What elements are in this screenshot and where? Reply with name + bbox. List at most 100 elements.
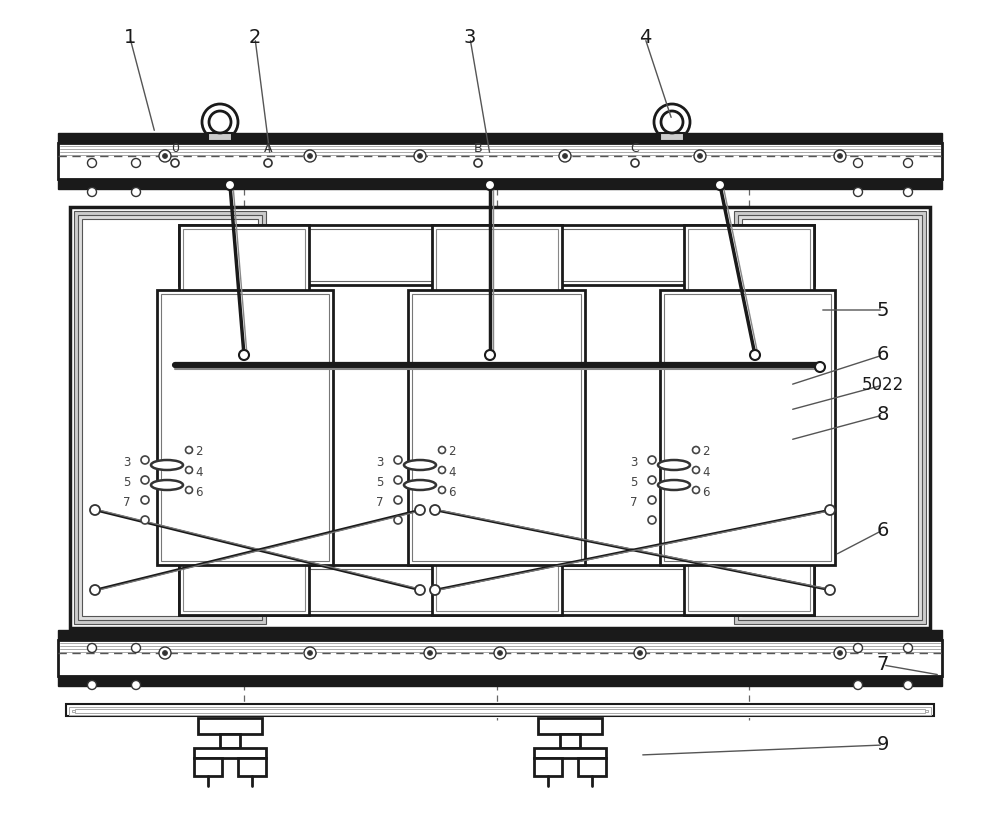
Bar — [179, 225, 814, 285]
Bar — [688, 229, 810, 611]
Circle shape — [141, 496, 149, 504]
Bar — [58, 630, 942, 640]
Bar — [58, 640, 942, 676]
Bar — [183, 229, 810, 281]
Circle shape — [88, 188, 96, 196]
Bar — [72, 710, 928, 712]
Circle shape — [159, 150, 171, 162]
Text: 7: 7 — [877, 655, 889, 675]
Text: B: B — [474, 142, 482, 154]
Circle shape — [209, 111, 231, 133]
Ellipse shape — [151, 480, 183, 490]
Text: 0: 0 — [171, 142, 179, 154]
Circle shape — [90, 505, 100, 515]
Bar — [660, 290, 835, 565]
Text: 6: 6 — [195, 485, 203, 499]
Bar — [194, 758, 222, 776]
Bar — [161, 294, 329, 561]
Bar — [734, 211, 926, 624]
Text: 8: 8 — [877, 406, 889, 425]
Circle shape — [648, 496, 656, 504]
Circle shape — [648, 476, 656, 484]
Circle shape — [638, 650, 642, 655]
Circle shape — [750, 350, 760, 360]
Bar — [66, 704, 934, 716]
Circle shape — [498, 650, 503, 655]
Text: 5: 5 — [630, 475, 638, 489]
Circle shape — [186, 487, 192, 494]
Text: 5: 5 — [123, 475, 131, 489]
Text: 5: 5 — [376, 475, 384, 489]
Circle shape — [438, 487, 446, 494]
Circle shape — [186, 447, 192, 453]
Circle shape — [90, 585, 100, 595]
Bar — [238, 758, 266, 776]
Circle shape — [418, 153, 422, 158]
Ellipse shape — [658, 460, 690, 470]
Bar — [208, 133, 232, 141]
Bar — [220, 734, 240, 748]
Circle shape — [692, 467, 700, 473]
Circle shape — [202, 104, 238, 140]
Circle shape — [854, 188, 862, 196]
Text: 9: 9 — [877, 736, 889, 754]
Circle shape — [159, 647, 171, 659]
Circle shape — [225, 180, 235, 190]
Circle shape — [415, 505, 425, 515]
Bar — [58, 143, 942, 179]
Circle shape — [825, 505, 835, 515]
Bar — [69, 707, 931, 715]
Circle shape — [424, 647, 436, 659]
Circle shape — [854, 680, 862, 690]
Circle shape — [430, 585, 440, 595]
Circle shape — [438, 467, 446, 473]
Circle shape — [162, 650, 168, 655]
Text: 3: 3 — [464, 28, 476, 48]
Circle shape — [415, 585, 425, 595]
Text: 7: 7 — [123, 495, 131, 509]
Circle shape — [394, 476, 402, 484]
Circle shape — [698, 153, 702, 158]
Circle shape — [904, 680, 912, 690]
Text: 4: 4 — [702, 465, 710, 478]
Ellipse shape — [404, 480, 436, 490]
Circle shape — [838, 153, 842, 158]
Circle shape — [648, 456, 656, 464]
Circle shape — [132, 644, 140, 653]
Bar — [738, 215, 922, 620]
Bar — [74, 211, 266, 624]
Circle shape — [559, 150, 571, 162]
Bar — [664, 294, 831, 561]
Bar — [58, 676, 942, 686]
Circle shape — [904, 188, 912, 196]
Circle shape — [264, 159, 272, 167]
Bar — [179, 225, 309, 615]
Bar — [198, 718, 262, 734]
Ellipse shape — [151, 460, 183, 470]
Bar — [82, 219, 258, 616]
Circle shape — [485, 180, 495, 190]
Circle shape — [474, 159, 482, 167]
Text: 5: 5 — [877, 301, 889, 319]
Bar — [58, 179, 942, 189]
Bar — [660, 133, 684, 141]
Text: 1: 1 — [124, 28, 136, 48]
Circle shape — [394, 496, 402, 504]
Bar — [538, 718, 602, 734]
Bar — [742, 219, 918, 616]
Circle shape — [304, 647, 316, 659]
Text: 7: 7 — [630, 495, 638, 509]
Circle shape — [394, 516, 402, 524]
Bar — [578, 758, 606, 776]
Text: 4: 4 — [639, 28, 651, 48]
Bar — [194, 748, 266, 758]
Circle shape — [904, 158, 912, 168]
Text: 4: 4 — [448, 465, 456, 478]
Text: 4: 4 — [195, 465, 203, 478]
Circle shape — [171, 159, 179, 167]
Circle shape — [815, 362, 825, 372]
Text: 2: 2 — [249, 28, 261, 48]
Text: 5022: 5022 — [862, 376, 904, 394]
Text: A: A — [264, 142, 272, 154]
Circle shape — [494, 647, 506, 659]
